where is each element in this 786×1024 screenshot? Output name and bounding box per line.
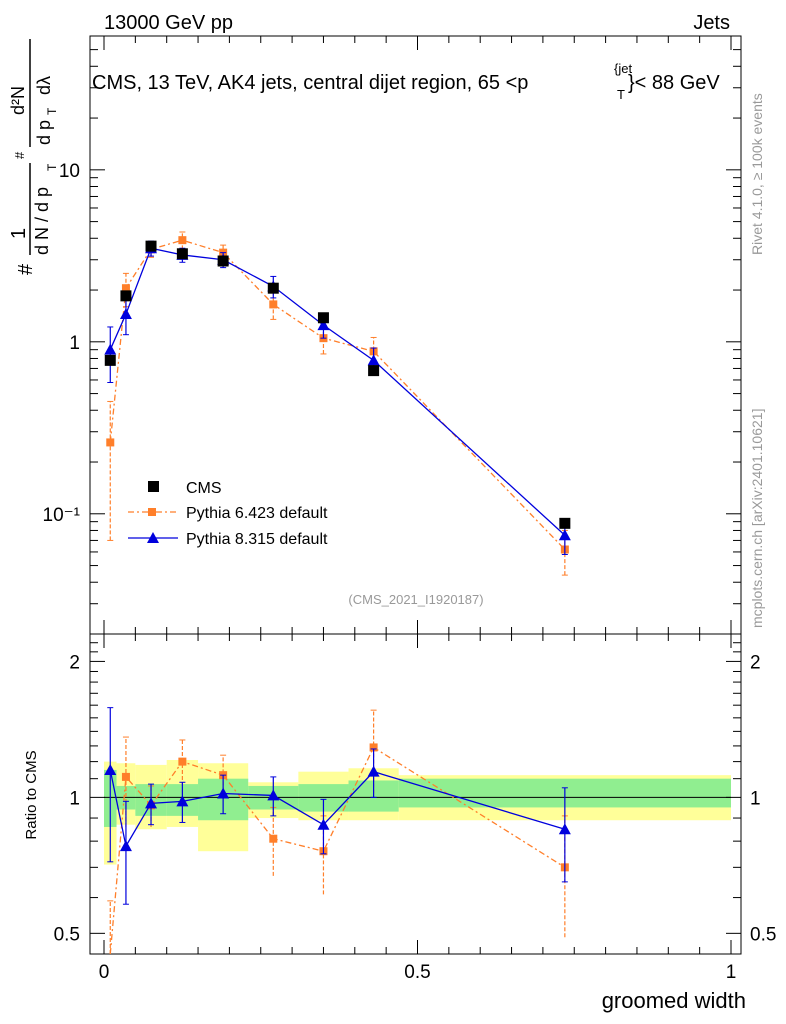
y-label-hash: # <box>15 263 37 275</box>
x-tick-label: 0.5 <box>404 962 430 983</box>
legend-cms-label: CMS <box>186 480 222 497</box>
cms-point <box>176 248 188 260</box>
y-label-hash-2: # <box>12 151 27 159</box>
pythia8-line <box>109 247 566 536</box>
legend-cms-marker <box>148 481 159 492</box>
rivet-label: Rivet 4.1.0, ≥ 100k events <box>749 93 765 255</box>
x-tick-label: 0 <box>99 962 110 983</box>
pythia8-point <box>367 354 380 366</box>
cms-point <box>145 240 157 252</box>
pythia6-point <box>106 438 115 447</box>
pythia8-point <box>558 529 571 541</box>
ratio-pythia8-point <box>104 763 117 775</box>
ratio-plot-frame <box>89 633 742 955</box>
y-tick-label: 10 <box>59 161 80 182</box>
analysis-id: (CMS_2021_I1920187) <box>348 592 483 607</box>
ratio-pythia6-point <box>369 743 378 752</box>
cms-point <box>368 365 380 377</box>
y-label-denominator: d N / d p <box>32 187 52 255</box>
cms-point <box>104 354 116 366</box>
legend-pythia8-label: Pythia 8.315 default <box>186 531 328 548</box>
y-label-dpt: d p <box>34 120 54 145</box>
ratio-tick-label-right: 2 <box>750 652 761 673</box>
cms-point <box>317 312 329 324</box>
pythia6-point <box>121 284 130 293</box>
cms-point <box>120 290 132 302</box>
ratio-tick-label: 2 <box>69 652 80 673</box>
plot-title-subscript: T <box>617 87 625 102</box>
legend: CMS Pythia 6.423 default Pythia 8.315 de… <box>128 480 328 548</box>
y-axis-label: # 1 d N / d p T # d²N d p T dλ <box>8 39 59 275</box>
ratio-pythia8-point <box>176 795 189 807</box>
ratio-pythia8-point <box>267 789 280 801</box>
legend-pythia6-label: Pythia 6.423 default <box>186 505 328 522</box>
cms-point <box>267 282 279 294</box>
pythia6-point <box>269 300 278 309</box>
pythia8-point <box>104 343 117 355</box>
y-tick-label: 10⁻¹ <box>43 505 81 526</box>
ratio-pythia6-point <box>121 772 130 781</box>
pythia6-line <box>109 239 566 550</box>
pythia6-point <box>178 236 187 245</box>
category-label: Jets <box>693 12 730 34</box>
ratio-tick-label: 0.5 <box>54 924 80 945</box>
legend-pythia6-marker <box>148 508 156 516</box>
x-tick-label: 1 <box>726 962 737 983</box>
x-axis-label: groomed width <box>602 988 746 1013</box>
ratio-pythia8-point <box>119 840 132 852</box>
ratio-pythia8-point <box>367 765 380 777</box>
y-label-d2n: d²N <box>8 86 28 115</box>
ratio-tick-label-right: 1 <box>750 788 761 809</box>
mcplots-label: mcplots.cern.ch [arXiv:2401.10621] <box>749 409 765 628</box>
y-label-dlambda: dλ <box>34 76 54 95</box>
y-label-den-sub: T <box>45 163 59 171</box>
cms-point <box>559 517 571 529</box>
ratio-pythia8-point <box>145 797 158 809</box>
y-label-one: 1 <box>8 228 30 239</box>
ratio-pythia8-point <box>558 823 571 835</box>
plot-title: CMS, 13 TeV, AK4 jets, central dijet reg… <box>92 72 528 94</box>
plot-title-end: }< 88 GeV <box>628 72 720 94</box>
energy-label: 13000 GeV pp <box>104 12 233 34</box>
ratio-pythia6-point <box>269 834 278 843</box>
pythia8-point <box>317 319 330 331</box>
ratio-tick-label-right: 0.5 <box>750 924 776 945</box>
ratio-y-label: Ratio to CMS <box>23 750 40 839</box>
ratio-pythia6-point <box>178 757 187 766</box>
pythia8-point <box>119 308 132 320</box>
cms-point <box>217 255 229 267</box>
ratio-pythia8-point <box>217 787 230 799</box>
ratio-pythia8-point <box>317 818 330 830</box>
ratio-tick-label: 1 <box>69 788 80 809</box>
y-label-dpt-sub: T <box>45 107 59 115</box>
y-tick-label: 1 <box>69 333 80 354</box>
legend-pythia8-marker <box>147 532 159 543</box>
plot-title-superscript: {jet <box>614 61 632 76</box>
